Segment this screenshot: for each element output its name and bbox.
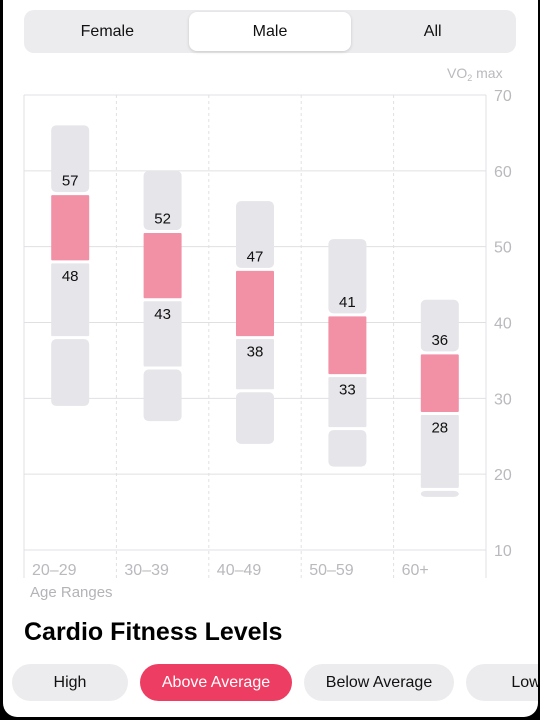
vo2-range-chart: 10 20 30 40 50 60 70 VO2 max 57 48 20–29 52 43 30–39 4… bbox=[23, 65, 512, 579]
filter-high[interactable]: High bbox=[12, 664, 128, 701]
data-label-upper: 36 bbox=[431, 332, 448, 349]
filter-above-average[interactable]: Above Average bbox=[140, 664, 292, 701]
range-segment-low bbox=[420, 490, 459, 497]
range-segment-above-average bbox=[236, 270, 274, 337]
y-axis-title: VO2 max bbox=[447, 65, 503, 83]
x-tick-label: 50–59 bbox=[309, 562, 354, 579]
range-segment-below-average bbox=[143, 301, 182, 367]
range-segment-high bbox=[143, 170, 182, 230]
range-segment-below-average bbox=[328, 377, 367, 428]
data-label-lower: 28 bbox=[431, 420, 448, 437]
y-tick-label: 10 bbox=[494, 543, 512, 560]
range-segment-high bbox=[328, 239, 367, 314]
range-segment-above-average bbox=[328, 316, 367, 375]
page-title: Cardio Fitness Levels bbox=[24, 618, 283, 646]
x-tick-label: 30–39 bbox=[124, 562, 169, 579]
y-tick-label: 50 bbox=[494, 240, 512, 257]
segment-male[interactable]: Male bbox=[188, 12, 352, 51]
range-segment-low bbox=[236, 392, 274, 444]
filter-low[interactable]: Low bbox=[466, 664, 538, 701]
data-label-lower: 38 bbox=[247, 344, 264, 361]
screen: Female Male All 10 20 30 40 50 60 70 VO2 max 57 4… bbox=[3, 0, 538, 717]
level-filter-bar: High Above Average Below Average Low bbox=[12, 664, 538, 702]
range-segment-above-average bbox=[51, 195, 90, 261]
range-segment-below-average bbox=[236, 339, 274, 390]
data-label-upper: 47 bbox=[247, 248, 264, 265]
data-label-upper: 57 bbox=[62, 173, 79, 190]
range-segment-above-average bbox=[420, 354, 459, 412]
filter-below-average[interactable]: Below Average bbox=[304, 664, 454, 701]
range-segment-below-average bbox=[51, 263, 90, 337]
range-segment-high bbox=[236, 201, 274, 268]
data-label-lower: 33 bbox=[339, 382, 356, 399]
x-tick-label: 20–29 bbox=[32, 562, 77, 579]
x-axis-title: Age Ranges bbox=[30, 584, 113, 601]
data-label-upper: 52 bbox=[154, 211, 171, 228]
sex-segmented-control: Female Male All bbox=[24, 10, 516, 53]
x-tick-label: 60+ bbox=[402, 562, 429, 579]
range-segment-low bbox=[143, 369, 182, 422]
data-label-upper: 41 bbox=[339, 294, 356, 311]
range-segment-above-average bbox=[143, 233, 182, 299]
range-segment-low bbox=[51, 339, 90, 406]
y-tick-label: 70 bbox=[494, 88, 512, 105]
y-tick-label: 40 bbox=[494, 316, 512, 333]
segment-all[interactable]: All bbox=[423, 22, 442, 40]
y-tick-label: 30 bbox=[494, 391, 512, 408]
data-label-lower: 43 bbox=[154, 306, 171, 323]
range-segment-below-average bbox=[420, 415, 459, 488]
range-segment-low bbox=[328, 430, 367, 467]
segment-female[interactable]: Female bbox=[80, 22, 135, 40]
y-tick-label: 20 bbox=[494, 467, 512, 484]
x-tick-label: 40–49 bbox=[217, 562, 262, 579]
range-segment-high bbox=[420, 299, 459, 352]
range-segment-high bbox=[51, 125, 90, 193]
data-label-lower: 48 bbox=[62, 268, 79, 285]
y-tick-label: 60 bbox=[494, 164, 512, 181]
